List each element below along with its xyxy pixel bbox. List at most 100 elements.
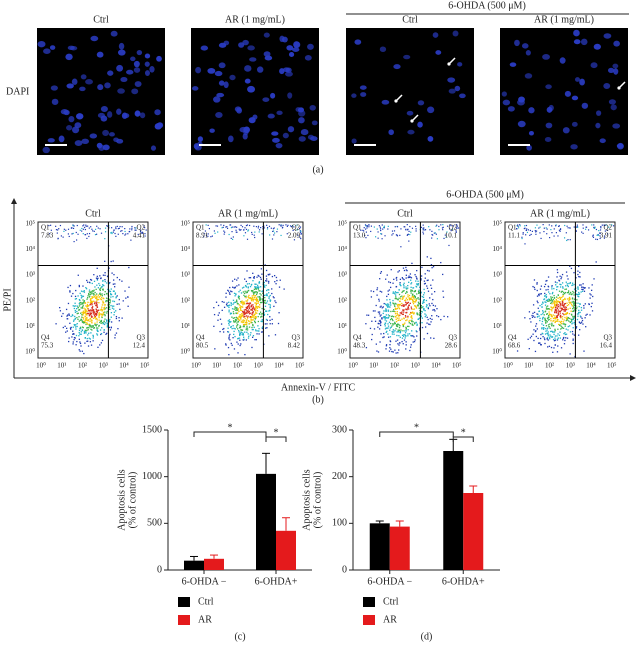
event-dot: [363, 227, 365, 229]
event-dot: [388, 350, 391, 352]
event-dot: [417, 283, 419, 285]
event-dot: [251, 296, 253, 299]
event-dot: [550, 320, 552, 322]
event-dot: [227, 331, 229, 333]
event-dot: [290, 226, 293, 228]
event-dot: [548, 338, 551, 340]
nucleus: [80, 74, 87, 80]
event-dot: [399, 234, 401, 236]
nucleus: [307, 43, 314, 50]
event-dot: [543, 298, 545, 301]
event-dot: [566, 316, 568, 318]
event-dot: [525, 224, 528, 227]
event-dot: [574, 321, 576, 324]
event-dot: [402, 296, 404, 299]
event-dot: [96, 323, 98, 326]
event-dot: [402, 323, 404, 326]
event-dot: [577, 315, 579, 317]
event-dot: [547, 308, 549, 310]
event-dot: [128, 231, 130, 233]
event-dot: [543, 285, 546, 288]
event-dot: [377, 237, 379, 239]
legend-label: Ctrl: [383, 596, 399, 607]
x-tick-label: 10³: [566, 362, 575, 370]
event-dot: [140, 232, 143, 234]
event-dot: [78, 338, 81, 341]
event-dot: [564, 316, 566, 319]
event-dot: [404, 226, 406, 228]
event-dot: [398, 308, 401, 310]
event-dot: [237, 321, 240, 323]
event-dot: [603, 235, 606, 237]
event-dot: [573, 317, 575, 319]
event-dot: [563, 303, 566, 305]
event-dot: [606, 229, 608, 232]
event-dot: [567, 317, 569, 320]
event-dot: [115, 296, 117, 298]
significance-bracket: [193, 431, 267, 437]
event-dot: [265, 278, 268, 280]
event-dot: [379, 226, 381, 228]
arrow-head: [394, 99, 398, 103]
event-dot: [65, 331, 67, 333]
event-dot: [578, 293, 581, 295]
quadrant-name: Q3: [448, 334, 457, 342]
legend-swatch: [178, 615, 190, 625]
event-dot: [82, 295, 85, 297]
event-dot: [386, 299, 388, 301]
event-dot: [94, 311, 96, 313]
event-dot: [228, 338, 230, 340]
event-dot: [227, 346, 230, 349]
event-dot: [85, 305, 87, 307]
event-dot: [397, 352, 399, 354]
event-dot: [387, 317, 389, 319]
event-dot: [91, 282, 93, 285]
event-dot: [409, 322, 412, 325]
event-dot: [228, 292, 231, 294]
event-dot: [87, 305, 90, 307]
event-dot: [96, 278, 98, 280]
event-dot: [423, 227, 425, 229]
nucleus: [311, 120, 318, 126]
event-dot: [381, 238, 383, 240]
event-dot: [408, 322, 410, 324]
event-dot: [536, 289, 538, 292]
event-dot: [379, 290, 381, 293]
event-dot: [402, 335, 405, 337]
event-dot: [227, 320, 229, 322]
event-dot: [539, 304, 541, 307]
event-dot: [240, 306, 242, 309]
event-dot: [548, 314, 550, 317]
nucleus: [573, 29, 580, 37]
event-dot: [266, 327, 268, 329]
event-dot: [105, 300, 107, 302]
event-dot: [379, 306, 381, 308]
nucleus: [381, 99, 390, 105]
event-dot: [575, 302, 577, 304]
event-dot: [239, 316, 241, 318]
event-dot: [241, 287, 244, 289]
event-dot: [399, 336, 401, 338]
event-dot: [76, 239, 78, 241]
event-dot: [255, 288, 257, 290]
event-dot: [269, 323, 271, 325]
event-dot: [255, 288, 258, 290]
event-dot: [97, 346, 99, 348]
event-dot: [387, 306, 389, 308]
event-dot: [111, 232, 113, 235]
event-dot: [260, 226, 262, 229]
event-dot: [231, 231, 233, 233]
event-dot: [422, 302, 424, 304]
event-dot: [374, 310, 376, 312]
event-dot: [96, 299, 99, 301]
event-dot: [254, 308, 256, 310]
event-dot: [89, 292, 92, 294]
event-dot: [524, 317, 526, 319]
event-dot: [416, 313, 418, 315]
event-dot: [94, 315, 97, 318]
event-dot: [248, 302, 251, 304]
event-dot: [575, 308, 578, 310]
event-dot: [400, 228, 402, 230]
event-dot: [595, 228, 598, 231]
event-dot: [429, 323, 431, 326]
